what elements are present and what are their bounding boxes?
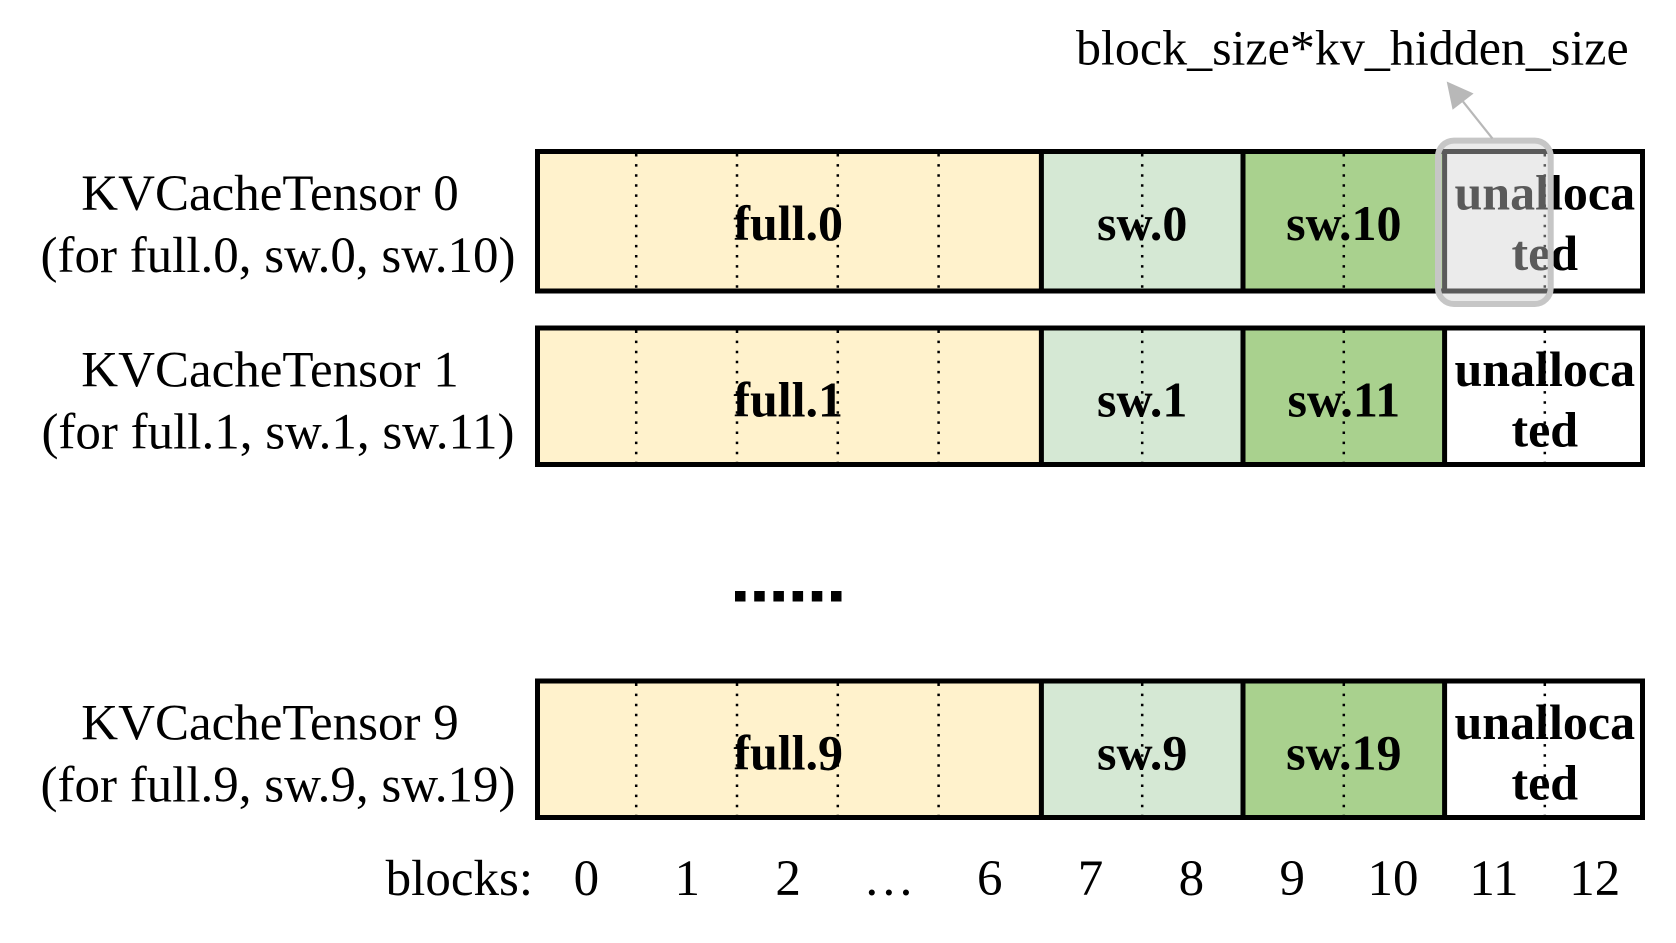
svg-text:unalloca: unalloca — [1455, 165, 1636, 221]
svg-text:blocks:: blocks: — [386, 851, 533, 907]
svg-text:(for full.0, sw.0, sw.10): (for full.0, sw.0, sw.10) — [41, 228, 516, 284]
svg-text:2: 2 — [775, 851, 801, 907]
svg-text:KVCacheTensor 9: KVCacheTensor 9 — [81, 696, 458, 752]
svg-text:10: 10 — [1368, 851, 1419, 907]
svg-text:1: 1 — [674, 851, 700, 907]
svg-text:block_size*kv_hidden_size: block_size*kv_hidden_size — [1076, 20, 1629, 76]
svg-text:(for full.1, sw.1, sw.11): (for full.1, sw.1, sw.11) — [41, 405, 514, 461]
svg-text:7: 7 — [1078, 851, 1104, 907]
svg-text:…: … — [863, 851, 914, 907]
svg-text:ted: ted — [1511, 755, 1578, 811]
svg-text:0: 0 — [574, 851, 600, 907]
svg-text:sw.9: sw.9 — [1097, 725, 1187, 781]
svg-text:full.0: full.0 — [733, 195, 843, 251]
svg-text:KVCacheTensor 1: KVCacheTensor 1 — [81, 343, 458, 399]
svg-text:11: 11 — [1469, 851, 1518, 907]
svg-text:sw.1: sw.1 — [1097, 372, 1187, 428]
svg-text:sw.10: sw.10 — [1286, 195, 1401, 251]
svg-text:unalloca: unalloca — [1455, 694, 1636, 750]
svg-text:KVCacheTensor 0: KVCacheTensor 0 — [81, 166, 458, 222]
svg-text:sw.11: sw.11 — [1288, 372, 1401, 428]
svg-text:sw.0: sw.0 — [1097, 195, 1187, 251]
svg-text:(for full.9, sw.9, sw.19): (for full.9, sw.9, sw.19) — [41, 758, 516, 814]
svg-text:ted: ted — [1511, 402, 1578, 458]
svg-text:9: 9 — [1279, 851, 1305, 907]
svg-text:sw.19: sw.19 — [1286, 725, 1401, 781]
svg-text:unalloca: unalloca — [1455, 341, 1636, 397]
svg-text:ted: ted — [1511, 225, 1578, 281]
svg-text:6: 6 — [977, 851, 1003, 907]
svg-text:8: 8 — [1179, 851, 1205, 907]
svg-text:full.9: full.9 — [733, 725, 843, 781]
svg-text:full.1: full.1 — [733, 372, 843, 428]
svg-text:12: 12 — [1569, 851, 1620, 907]
